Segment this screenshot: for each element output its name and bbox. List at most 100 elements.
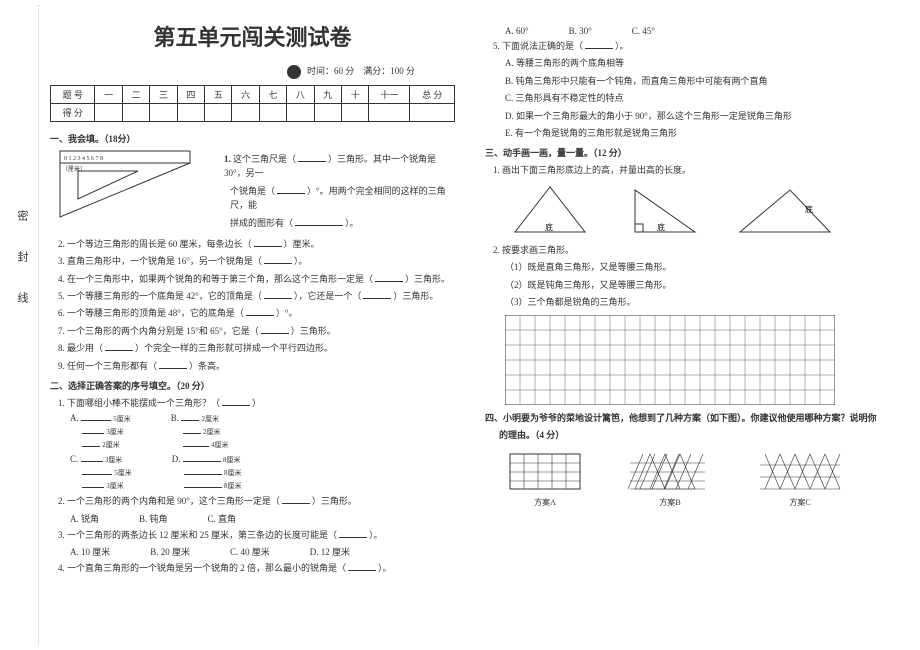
- binding-label: 密封线: [14, 210, 30, 333]
- text: 这个三角尺是（: [233, 154, 296, 164]
- s2q5-c: C. 三角形具有不稳定性的特点: [505, 91, 890, 105]
- plan-row: 方案A 方案B: [505, 449, 890, 508]
- plan-c: 方案C: [755, 449, 845, 508]
- opt-b: B. 2厘米 2厘米 4厘米: [171, 413, 229, 450]
- cell: 七: [259, 85, 286, 103]
- fence-a-icon: [505, 449, 585, 494]
- opt: A. 锐角: [70, 512, 99, 525]
- text: 拼成的图形有（: [230, 218, 293, 228]
- exam-meta: 时间：60 分 满分：100 分: [50, 64, 455, 79]
- cell: 二: [122, 85, 149, 103]
- section-2-heading: 二、选择正确答案的序号填空。（20 分）: [50, 379, 455, 392]
- s2q1: 1. 下面哪组小棒不能摆成一个三角形？（）: [58, 396, 455, 410]
- s2q1-options-row1: A. 5厘米 3厘米 2厘米 B. 2厘米 2厘米 4厘米: [70, 413, 455, 450]
- q3: 3. 直角三角形中，一个锐角是 16°，另一个锐角是（）。: [58, 254, 455, 268]
- s3q2: 2. 按要求画三角形。: [493, 243, 890, 257]
- q4: 4. 在一个三角形中，如果两个锐角的和等于第三个角，那么这个三角形一定是（）三角…: [58, 272, 455, 286]
- cell: 四: [177, 85, 204, 103]
- plan-a: 方案A: [505, 449, 585, 508]
- s2q2: 2. 一个三角形的两个内角和是 90°，这个三角形一定是（）三角形。: [58, 494, 455, 508]
- opt: C. 直角: [208, 512, 237, 525]
- s2q5-e: E. 有一个角是锐角的三角形就是锐角三角形: [505, 126, 890, 140]
- score-value-row: 得 分: [51, 103, 455, 121]
- q5: 5. 一个等腰三角形的一个底角是 42°，它的顶角是（），它还是一个（）三角形。: [58, 289, 455, 303]
- section-3-heading: 三、动手画一画，量一量。（12 分）: [485, 146, 890, 159]
- cell: 一: [95, 85, 122, 103]
- cell: 得 分: [51, 103, 95, 121]
- drawing-grid: [505, 315, 890, 405]
- s3q2-1: （1）既是直角三角形，又是等腰三角形。: [505, 260, 890, 274]
- triangles-row: 底 底 底: [505, 182, 890, 237]
- opt: A. 60°: [505, 26, 529, 36]
- score-table: 题 号 一 二 三 四 五 六 七 八 九 十 十一 总 分 得 分: [50, 85, 455, 122]
- text: ）。: [345, 218, 359, 228]
- grid-icon: [505, 315, 835, 405]
- triangle-1-icon: 底: [505, 182, 595, 237]
- right-column: A. 60° B. 30° C. 45° 5. 下面说法正确的是（）。 A. 等…: [485, 20, 890, 640]
- q7: 7. 一个三角形的两个内角分别是 15°和 65°，它是（）三角形。: [58, 324, 455, 338]
- clock-icon: [287, 65, 301, 79]
- cell: 五: [205, 85, 232, 103]
- s2q4-opts: A. 60° B. 30° C. 45°: [505, 26, 890, 36]
- opt: B. 20 厘米: [150, 545, 190, 558]
- cell: 八: [287, 85, 314, 103]
- q6: 6. 一个等腰三角形的顶角是 48°，它的底角是（）°。: [58, 306, 455, 320]
- plan-a-caption: 方案A: [505, 497, 585, 508]
- s2q5: 5. 下面说法正确的是（）。: [493, 39, 890, 53]
- s2q1-options-row2: C. 3厘米 5厘米 3厘米 D. 8厘米 8厘米 8厘米: [70, 454, 455, 491]
- q8: 8. 最少用（）个完全一样的三角形就可拼成一个平行四边形。: [58, 341, 455, 355]
- s3q2-3: （3）三个角都是锐角的三角形。: [505, 295, 890, 309]
- opt: C. 40 厘米: [230, 545, 270, 558]
- opt: A. 10 厘米: [70, 545, 110, 558]
- cell: 三: [150, 85, 177, 103]
- opt: B. 钝角: [139, 512, 168, 525]
- s2q5-d: D. 如果一个三角形最大的角小于 90°，那么这个三角形一定是锐角三角形: [505, 109, 890, 123]
- opt: B. 30°: [569, 26, 592, 36]
- triangle-2-icon: 底: [625, 182, 705, 237]
- opt-a: A. 5厘米 3厘米 2厘米: [70, 413, 131, 450]
- triangle-3-icon: 底: [735, 182, 835, 237]
- s2q4: 4. 一个直角三角形的一个锐角是另一个锐角的 2 倍，那么最小的锐角是（）。: [58, 561, 455, 575]
- set-square-icon: 0 1 2 3 4 5 6 7 8 （厘米）: [58, 149, 208, 219]
- s2q2-opts: A. 锐角 B. 钝角 C. 直角: [70, 512, 455, 525]
- opt-d: D. 8厘米 8厘米 8厘米: [172, 454, 242, 491]
- svg-text:0 1 2 3 4 5 6 7 8: 0 1 2 3 4 5 6 7 8: [64, 156, 103, 162]
- opt-c: C. 3厘米 5厘米 3厘米: [70, 454, 132, 491]
- s3q1: 1. 画出下面三角形底边上的高，并量出高的长度。: [493, 163, 890, 177]
- cell: 十: [342, 85, 369, 103]
- cell: 十一: [369, 85, 410, 103]
- fold-line: [38, 5, 39, 645]
- s2q5-a: A. 等腰三角形的两个底角相等: [505, 56, 890, 70]
- s2q5-b: B. 钝角三角形中只能有一个钝角，而直角三角形中可能有两个直角: [505, 74, 890, 88]
- section-4-heading: 四、小明要为爷爷的菜地设计篱笆，他想到了几种方案（如下图）。你建议他使用哪种方案…: [485, 411, 890, 424]
- plan-b-caption: 方案B: [625, 497, 715, 508]
- score-header-row: 题 号 一 二 三 四 五 六 七 八 九 十 十一 总 分: [51, 85, 455, 103]
- q1-text: 1. 这个三角尺是（）三角形。其中一个锐角是 30°，另一 个锐角是（）°。用两…: [216, 149, 455, 233]
- svg-text:底: 底: [545, 222, 553, 232]
- cell: 九: [314, 85, 341, 103]
- plan-c-caption: 方案C: [755, 497, 845, 508]
- s2q3-opts: A. 10 厘米 B. 20 厘米 C. 40 厘米 D. 12 厘米: [70, 545, 455, 558]
- s2q3: 3. 一个三角形的两条边长 12 厘米和 25 厘米，第三条边的长度可能是（）。: [58, 528, 455, 542]
- meta-time: 时间：60 分: [307, 66, 354, 76]
- opt: C. 45°: [632, 26, 655, 36]
- svg-text:底: 底: [805, 204, 813, 214]
- section-4-sub: 的理由。（4 分）: [499, 428, 890, 442]
- plan-b: 方案B: [625, 449, 715, 508]
- section-1-heading: 一、我会填。（18分）: [50, 132, 455, 145]
- meta-fullmark: 满分：100 分: [363, 66, 415, 76]
- page: 第五单元闯关测试卷 时间：60 分 满分：100 分 题 号 一 二 三 四 五…: [0, 0, 920, 650]
- fence-c-icon: [755, 449, 845, 494]
- svg-text:底: 底: [657, 222, 665, 232]
- opt: D. 12 厘米: [310, 545, 350, 558]
- cell: 题 号: [51, 85, 95, 103]
- text: 个锐角是（: [230, 186, 275, 196]
- q1-figure-row: 0 1 2 3 4 5 6 7 8 （厘米） 1. 这个三角尺是（）三角形。其中…: [58, 149, 455, 233]
- fence-b-icon: [625, 449, 715, 494]
- exam-title: 第五单元闯关测试卷: [50, 20, 455, 52]
- q2: 2. 一个等边三角形的周长是 60 厘米，每条边长（）厘米。: [58, 237, 455, 251]
- q9: 9. 任何一个三角形都有（）条高。: [58, 359, 455, 373]
- s3q2-2: （2）既是钝角三角形，又是等腰三角形。: [505, 278, 890, 292]
- left-column: 第五单元闯关测试卷 时间：60 分 满分：100 分 题 号 一 二 三 四 五…: [50, 20, 455, 640]
- cell: 六: [232, 85, 259, 103]
